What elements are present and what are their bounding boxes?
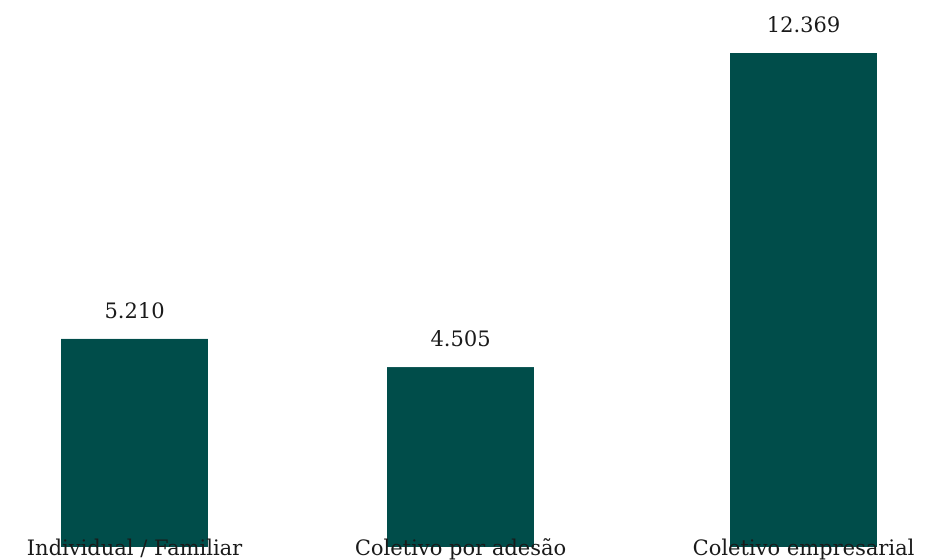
value-labels-group: 5.210 4.505 12.369 (104, 13, 840, 351)
bars-group (61, 53, 877, 547)
category-label-2: Coletivo por adesão (355, 536, 566, 560)
bar-1 (61, 338, 208, 547)
value-label-1: 5.210 (104, 299, 164, 323)
value-label-3: 12.369 (767, 13, 840, 37)
bar-2 (387, 367, 534, 547)
category-label-3: Coletivo empresarial (693, 536, 915, 560)
value-label-2: 4.505 (430, 327, 490, 351)
bar-3 (730, 53, 877, 547)
category-labels-group: Individual / Familiar Coletivo por adesão… (27, 536, 915, 560)
category-label-1: Individual / Familiar (27, 536, 243, 560)
